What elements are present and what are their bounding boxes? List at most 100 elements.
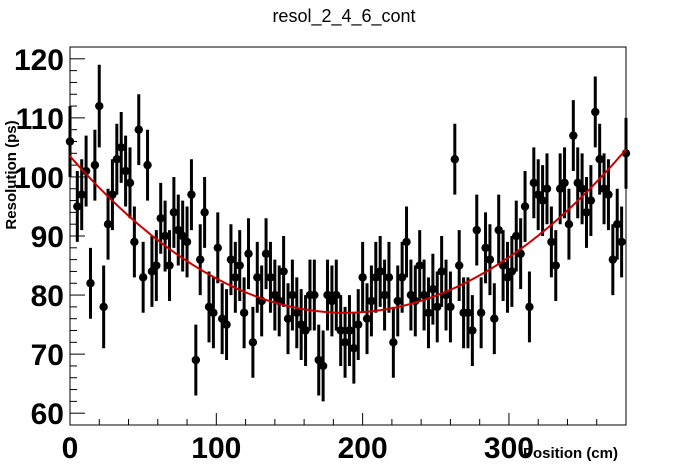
- data-point: [235, 261, 244, 270]
- data-point: [138, 273, 148, 282]
- data-point: [349, 344, 359, 353]
- data-point: [455, 261, 464, 270]
- data-point: [340, 338, 350, 347]
- data-point: [362, 314, 372, 323]
- data-point: [187, 190, 196, 199]
- data-point: [99, 302, 108, 312]
- data-point: [327, 296, 337, 306]
- data-point: [551, 261, 560, 270]
- data-point: [463, 308, 473, 317]
- data-point: [261, 249, 271, 258]
- data-point: [196, 255, 205, 264]
- data-point: [121, 166, 130, 176]
- x-tick-label: 0: [62, 432, 79, 465]
- data-point: [446, 302, 455, 312]
- data-point: [77, 190, 86, 199]
- data-point: [279, 267, 288, 276]
- x-tick-label: 300: [484, 432, 534, 465]
- data-point: [130, 237, 139, 247]
- x-axis-title: Position (cm): [523, 445, 618, 462]
- data-point: [569, 131, 578, 140]
- data-point: [288, 290, 297, 300]
- data-point: [608, 255, 618, 264]
- chart-title: resol_2_4_6_cont: [272, 6, 415, 27]
- data-point: [156, 214, 165, 223]
- data-point: [573, 178, 582, 188]
- data-point: [152, 261, 161, 270]
- data-point: [613, 219, 622, 229]
- y-axis-title: Resolution (ps): [3, 120, 20, 229]
- data-point: [555, 184, 565, 193]
- data-point: [174, 225, 183, 235]
- data-point: [406, 290, 416, 300]
- y-tick-label: 120: [14, 44, 64, 77]
- y-tick-label: 60: [31, 398, 64, 431]
- data-point: [503, 273, 512, 282]
- data-point: [270, 290, 280, 300]
- data-point: [296, 320, 306, 329]
- data-point: [318, 361, 328, 371]
- data-point: [117, 143, 126, 152]
- data-point: [437, 267, 446, 276]
- data-point: [428, 284, 438, 294]
- data-point: [90, 160, 100, 170]
- data-point: [604, 190, 613, 199]
- data-point: [542, 184, 552, 193]
- data-point: [182, 237, 192, 247]
- data-point: [217, 314, 227, 323]
- x-tick-label: 200: [338, 432, 388, 465]
- data-point: [134, 125, 143, 134]
- data-point: [204, 302, 214, 312]
- data-point: [222, 320, 231, 329]
- data-point: [332, 290, 341, 300]
- data-point: [577, 184, 587, 193]
- axis-ticks: 60 70 80 90 100 110 120 0 100 200 300: [14, 44, 627, 465]
- data-point: [200, 208, 209, 217]
- y-tick-label: 100: [14, 162, 64, 195]
- data-point: [490, 314, 499, 323]
- data-point: [586, 196, 596, 205]
- data-point: [582, 208, 591, 217]
- data-point: [389, 338, 398, 347]
- data-point: [143, 160, 152, 170]
- data-point: [529, 178, 539, 188]
- y-tick-label: 80: [31, 280, 64, 313]
- data-point: [415, 261, 424, 270]
- data-point: [165, 261, 174, 270]
- data-point: [239, 308, 249, 317]
- data-point: [103, 219, 113, 229]
- data-point: [244, 249, 253, 258]
- data-point: [419, 290, 429, 300]
- data-point: [160, 231, 170, 241]
- data-point: [253, 273, 262, 282]
- data-point: [485, 255, 495, 264]
- data-point: [520, 202, 530, 211]
- data-point: [345, 326, 354, 335]
- data-point: [358, 273, 367, 282]
- data-point: [595, 155, 604, 164]
- data-point: [169, 208, 179, 217]
- data-point: [397, 273, 407, 282]
- y-tick-label: 90: [31, 221, 64, 254]
- y-tick-label: 110: [16, 103, 64, 136]
- data-point: [507, 267, 517, 276]
- data-point: [283, 314, 293, 323]
- data-point: [323, 290, 332, 300]
- data-point: [147, 267, 157, 276]
- data-point: [178, 231, 187, 241]
- data-points: [65, 64, 631, 402]
- data-point: [213, 243, 222, 253]
- data-point: [384, 273, 394, 282]
- data-point: [375, 267, 385, 276]
- data-point: [512, 231, 521, 241]
- data-point: [560, 178, 569, 188]
- data-point: [336, 326, 345, 335]
- data-point: [65, 137, 75, 146]
- data-point: [125, 178, 135, 188]
- data-point: [301, 326, 310, 335]
- data-point: [534, 190, 543, 199]
- data-point: [310, 290, 319, 300]
- data-point: [112, 155, 122, 164]
- data-point: [292, 308, 301, 317]
